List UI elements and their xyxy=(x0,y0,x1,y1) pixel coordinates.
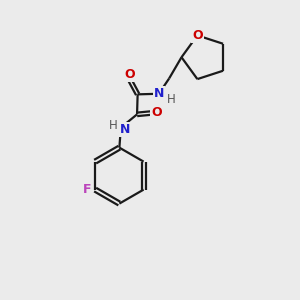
Text: O: O xyxy=(124,68,135,81)
Text: N: N xyxy=(120,123,130,136)
Text: O: O xyxy=(192,29,203,42)
Text: N: N xyxy=(154,87,164,100)
Text: H: H xyxy=(167,93,176,106)
Text: F: F xyxy=(83,183,91,196)
Text: O: O xyxy=(152,106,162,119)
Text: H: H xyxy=(109,119,118,132)
